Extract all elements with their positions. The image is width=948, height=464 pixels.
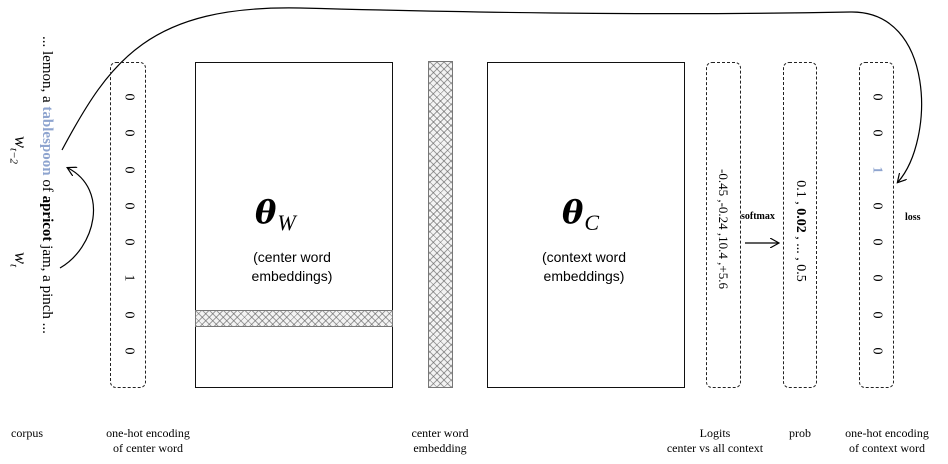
corpus-caption: corpus xyxy=(11,426,43,440)
context-to-loss-curve xyxy=(61,7,923,182)
theta-w-description: (center word embeddings) xyxy=(251,249,333,284)
center-to-context-curve xyxy=(59,168,94,269)
center-word-embedding-vector xyxy=(428,61,453,388)
prob-caption: prob xyxy=(789,426,811,440)
prob-vector xyxy=(783,62,817,388)
onehot-center-caption: one-hot encoding of center word xyxy=(106,426,190,455)
logits-caption: Logits center vs all context xyxy=(666,426,764,455)
theta-w-symbol: θW xyxy=(255,193,296,235)
prob-highlight: 0.02 xyxy=(793,208,808,233)
theta-w-selected-row xyxy=(195,310,393,327)
loss-label: loss xyxy=(905,212,921,223)
logits-values: -0.45 ,-0.24 ,10.4 ,+5.6 xyxy=(716,169,731,289)
onehot-context-caption: one-hot encoding of context word xyxy=(845,426,929,455)
center-embedding-caption: center word embedding xyxy=(411,426,469,455)
onehot-context-vector xyxy=(859,62,894,388)
theta-w-matrix xyxy=(195,62,393,388)
softmax-label: softmax xyxy=(741,211,775,222)
onehot-context-values: 0 0 1 0 0 0 0 0 xyxy=(869,93,885,355)
onehot-center-values: 0 0 0 0 0 1 0 0 xyxy=(121,93,136,355)
onehot-center-vector xyxy=(110,62,146,388)
prob-values: 0.1 , 0.02 , ... , 0.5 xyxy=(793,180,808,282)
theta-c-symbol: θC xyxy=(562,193,600,235)
theta-c-description: (context word embeddings) xyxy=(541,249,627,284)
theta-c-matrix xyxy=(487,62,685,388)
logits-vector xyxy=(706,62,741,388)
